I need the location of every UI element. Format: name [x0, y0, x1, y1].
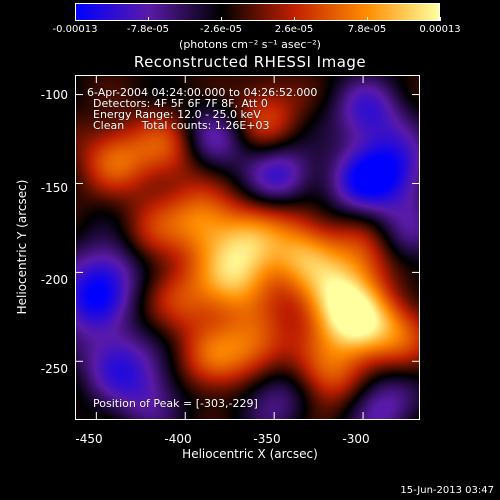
- colorbar-tick-mark: [148, 17, 149, 21]
- colorbar-tick-mark: [294, 17, 295, 21]
- colorbar-tick-label: 7.8e-05: [347, 24, 387, 35]
- heatmap-image: [76, 76, 419, 419]
- colorbar-tick-label: 0.00013: [419, 24, 461, 35]
- x-tick-label: -350: [253, 432, 281, 446]
- chart-title: Reconstructed RHESSI Image: [133, 53, 367, 71]
- colorbar-tick-mark: [440, 17, 441, 21]
- footer-timestamp: 15-Jun-2013 03:47: [400, 485, 494, 496]
- colorbar: [75, 3, 440, 21]
- colorbar-tick-label: 2.6e-05: [274, 24, 314, 35]
- info-detectors: Detectors: 4F 5F 6F 7F 8F, Att 0: [93, 97, 268, 110]
- colorbar-tick-label: -0.00013: [52, 24, 98, 35]
- colorbar-tick-label: -7.8e-05: [127, 24, 169, 35]
- colorbar-tick-mark: [75, 17, 76, 21]
- plot-area: 6-Apr-2004 04:24:00.000 to 04:26:52.000 …: [75, 75, 420, 420]
- colorbar-ticks: -0.00013 -7.8e-05 -2.6e-05 2.6e-05 7.8e-05 0.…: [0, 0, 500, 40]
- y-tick-label: -200: [40, 273, 68, 287]
- colorbar-tick-mark: [367, 17, 368, 21]
- y-tick-label: -100: [40, 88, 68, 102]
- colorbar-tick-mark: [221, 17, 222, 21]
- info-total-counts: Clean Total counts: 1.26E+03: [93, 119, 270, 132]
- info-time-range: 6-Apr-2004 04:24:00.000 to 04:26:52.000: [87, 86, 318, 99]
- x-axis-label: Heliocentric X (arcsec): [182, 447, 318, 461]
- x-tick-label: -450: [75, 432, 103, 446]
- peak-position-label: Position of Peak = [-303,-229]: [93, 397, 258, 410]
- x-tick-label: -300: [342, 432, 370, 446]
- y-tick-label: -150: [40, 181, 68, 195]
- x-tick-label: -400: [164, 432, 192, 446]
- y-tick-label: -250: [40, 362, 68, 376]
- info-energy-range: Energy Range: 12.0 - 25.0 keV: [93, 108, 261, 121]
- colorbar-units-label: (photons cm⁻² s⁻¹ asec⁻²): [179, 38, 321, 51]
- colorbar-tick-label: -2.6e-05: [200, 24, 242, 35]
- y-axis-label: Heliocentric Y (arcsec): [15, 179, 29, 315]
